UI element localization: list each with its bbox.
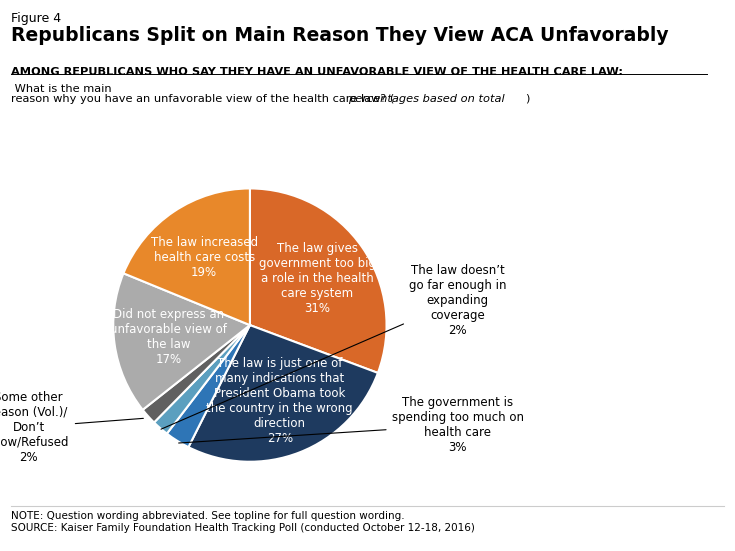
Text: Republicans Split on Main Reason They View ACA Unfavorably: Republicans Split on Main Reason They Vi… bbox=[11, 26, 669, 45]
Text: SOURCE: Kaiser Family Foundation Health Tracking Poll (conducted October 12-18, : SOURCE: Kaiser Family Foundation Health … bbox=[11, 523, 475, 533]
Text: The government is
spending too much on
health care
3%: The government is spending too much on h… bbox=[179, 396, 523, 454]
Text: ): ) bbox=[526, 94, 530, 104]
Wedge shape bbox=[154, 325, 250, 434]
Text: The law gives
government too big
a role in the health
care system
31%: The law gives government too big a role … bbox=[259, 242, 376, 315]
Text: Some other
reason (Vol.)/
Don’t
know/Refused
2%: Some other reason (Vol.)/ Don’t know/Ref… bbox=[0, 391, 143, 464]
Text: KAISER: KAISER bbox=[628, 509, 684, 523]
Text: Figure 4: Figure 4 bbox=[11, 12, 61, 25]
Text: The law increased
health care costs
19%: The law increased health care costs 19% bbox=[151, 235, 258, 278]
Wedge shape bbox=[113, 273, 250, 410]
Wedge shape bbox=[250, 188, 387, 373]
Text: FAMILY: FAMILY bbox=[629, 520, 683, 534]
Wedge shape bbox=[123, 188, 250, 325]
Text: AMONG REPUBLICANS WHO SAY THEY HAVE AN UNFAVORABLE VIEW OF THE HEALTH CARE LAW:: AMONG REPUBLICANS WHO SAY THEY HAVE AN U… bbox=[11, 67, 623, 77]
Text: reason why you have an unfavorable view of the health care law? (: reason why you have an unfavorable view … bbox=[11, 94, 395, 104]
Wedge shape bbox=[188, 325, 378, 462]
Wedge shape bbox=[167, 325, 250, 447]
Text: FOUNDATION: FOUNDATION bbox=[630, 534, 682, 541]
Wedge shape bbox=[143, 325, 250, 423]
Text: percentages based on total: percentages based on total bbox=[348, 94, 505, 104]
Text: NOTE: Question wording abbreviated. See topline for full question wording.: NOTE: Question wording abbreviated. See … bbox=[11, 511, 405, 521]
Text: What is the main: What is the main bbox=[11, 84, 112, 94]
Text: Did not express an
unfavorable view of
the law
17%: Did not express an unfavorable view of t… bbox=[110, 307, 227, 365]
Text: The law doesn’t
go far enough in
expanding
coverage
2%: The law doesn’t go far enough in expandi… bbox=[161, 264, 506, 429]
Text: THE HENRY J.: THE HENRY J. bbox=[630, 502, 682, 508]
Text: The law is just one of
many indications that
President Obama took
the country in: The law is just one of many indications … bbox=[207, 358, 353, 445]
